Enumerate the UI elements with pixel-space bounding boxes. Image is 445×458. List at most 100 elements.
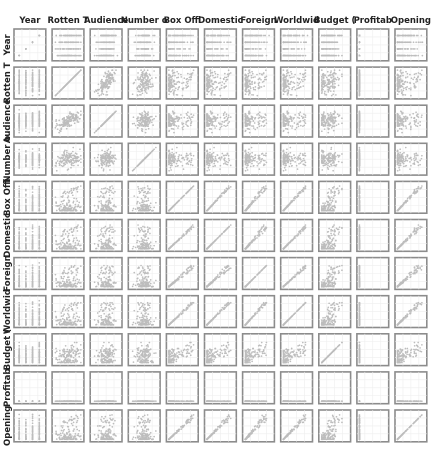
scatter-point xyxy=(322,88,324,91)
scatter-point xyxy=(326,48,329,50)
scatter-point xyxy=(107,87,110,90)
scatter-point xyxy=(168,41,170,44)
scatter-point xyxy=(134,79,137,81)
scatter-point xyxy=(290,80,293,83)
scatter-point xyxy=(249,85,251,88)
scatter-point xyxy=(322,34,325,37)
scatter-point xyxy=(31,41,34,44)
scatter-point xyxy=(282,88,285,91)
scatter-point xyxy=(105,79,107,81)
scatter-point xyxy=(141,81,144,84)
scatter-point xyxy=(297,48,300,50)
scatter-point xyxy=(146,54,148,57)
scatter-point xyxy=(56,128,59,131)
scatter-point xyxy=(180,114,182,116)
scatter-point xyxy=(396,41,399,44)
scatter-point xyxy=(177,125,180,127)
column-label-box: Box Offi xyxy=(164,16,201,26)
scatter-point xyxy=(153,117,155,120)
scatter-point xyxy=(325,76,328,79)
scatter-point xyxy=(209,48,212,50)
scatter-point xyxy=(192,34,194,37)
scatter-point xyxy=(107,34,109,37)
cell-rt-prof xyxy=(356,66,390,100)
scatter-point xyxy=(260,86,263,88)
scatter-point xyxy=(191,116,194,118)
scatter-point xyxy=(293,76,295,78)
scatter-point xyxy=(175,54,178,57)
scatter-point xyxy=(73,75,76,78)
scatter-point xyxy=(225,54,228,57)
scatter-point xyxy=(108,54,110,57)
scatter-point xyxy=(213,125,216,127)
scatter-point xyxy=(215,125,218,127)
scatter-point xyxy=(206,90,208,92)
scatter-point xyxy=(174,87,177,90)
scatter-point xyxy=(98,94,101,97)
scatter-point xyxy=(139,123,142,125)
scatter-point xyxy=(77,34,80,37)
scatter-point xyxy=(189,119,192,121)
scatter-point xyxy=(297,87,300,89)
scatter-point xyxy=(413,73,416,76)
scatter-point xyxy=(80,54,82,57)
scatter-point xyxy=(401,80,404,82)
matrix-cells xyxy=(13,28,428,443)
scatter-point xyxy=(139,113,142,116)
scatter-point xyxy=(410,87,412,89)
scatter-point xyxy=(304,69,307,72)
scatter-point xyxy=(185,112,188,115)
scatter-point xyxy=(182,48,185,50)
scatter-point xyxy=(31,128,34,131)
scatter-point xyxy=(218,88,221,91)
scatter-point xyxy=(144,131,147,134)
scatter-point xyxy=(69,111,71,113)
scatter-point xyxy=(333,80,336,83)
scatter-point xyxy=(288,87,291,90)
scatter-point xyxy=(171,69,174,71)
scatter-point xyxy=(77,121,80,123)
scatter-point xyxy=(300,41,302,44)
scatter-point xyxy=(139,83,142,85)
scatter-point xyxy=(31,69,34,71)
scatter-point xyxy=(106,54,109,57)
scatter-point xyxy=(55,34,58,37)
scatter-point xyxy=(287,71,290,74)
scatter-point xyxy=(220,125,223,128)
scatter-point xyxy=(417,72,420,74)
scatter-point xyxy=(322,77,325,80)
scatter-point xyxy=(100,90,103,92)
scatter-point xyxy=(31,118,34,120)
scatter-point xyxy=(109,116,111,118)
scatter-point xyxy=(209,72,212,75)
row-label-dom: Domestic xyxy=(3,213,13,258)
scatter-point xyxy=(402,71,404,74)
scatter-point xyxy=(186,34,189,37)
scatter-point xyxy=(168,73,170,76)
scatter-point xyxy=(98,88,100,91)
scatter-point xyxy=(409,41,412,44)
scatter-point xyxy=(168,114,170,117)
scatter-point xyxy=(182,87,185,89)
scatter-point xyxy=(306,34,309,37)
scatter-point xyxy=(223,86,225,88)
scatter-point xyxy=(257,34,260,37)
scatter-point xyxy=(70,120,72,123)
scatter-point xyxy=(410,54,413,57)
scatter-point xyxy=(153,70,155,72)
scatter-point xyxy=(212,54,215,57)
scatter-point xyxy=(79,117,81,120)
scatter-point xyxy=(173,54,175,57)
scatter-point xyxy=(188,48,190,50)
scatter-point xyxy=(143,54,145,57)
scatter-point xyxy=(66,54,69,57)
scatter-point xyxy=(144,54,147,57)
scatter-point xyxy=(171,117,173,120)
scatter-point xyxy=(25,130,27,133)
scatter-point xyxy=(358,91,361,93)
scatter-point xyxy=(398,41,401,44)
scatter-point xyxy=(295,94,298,97)
scatter-point xyxy=(332,78,335,80)
scatter-point xyxy=(285,72,288,75)
scatter-point xyxy=(141,112,144,114)
